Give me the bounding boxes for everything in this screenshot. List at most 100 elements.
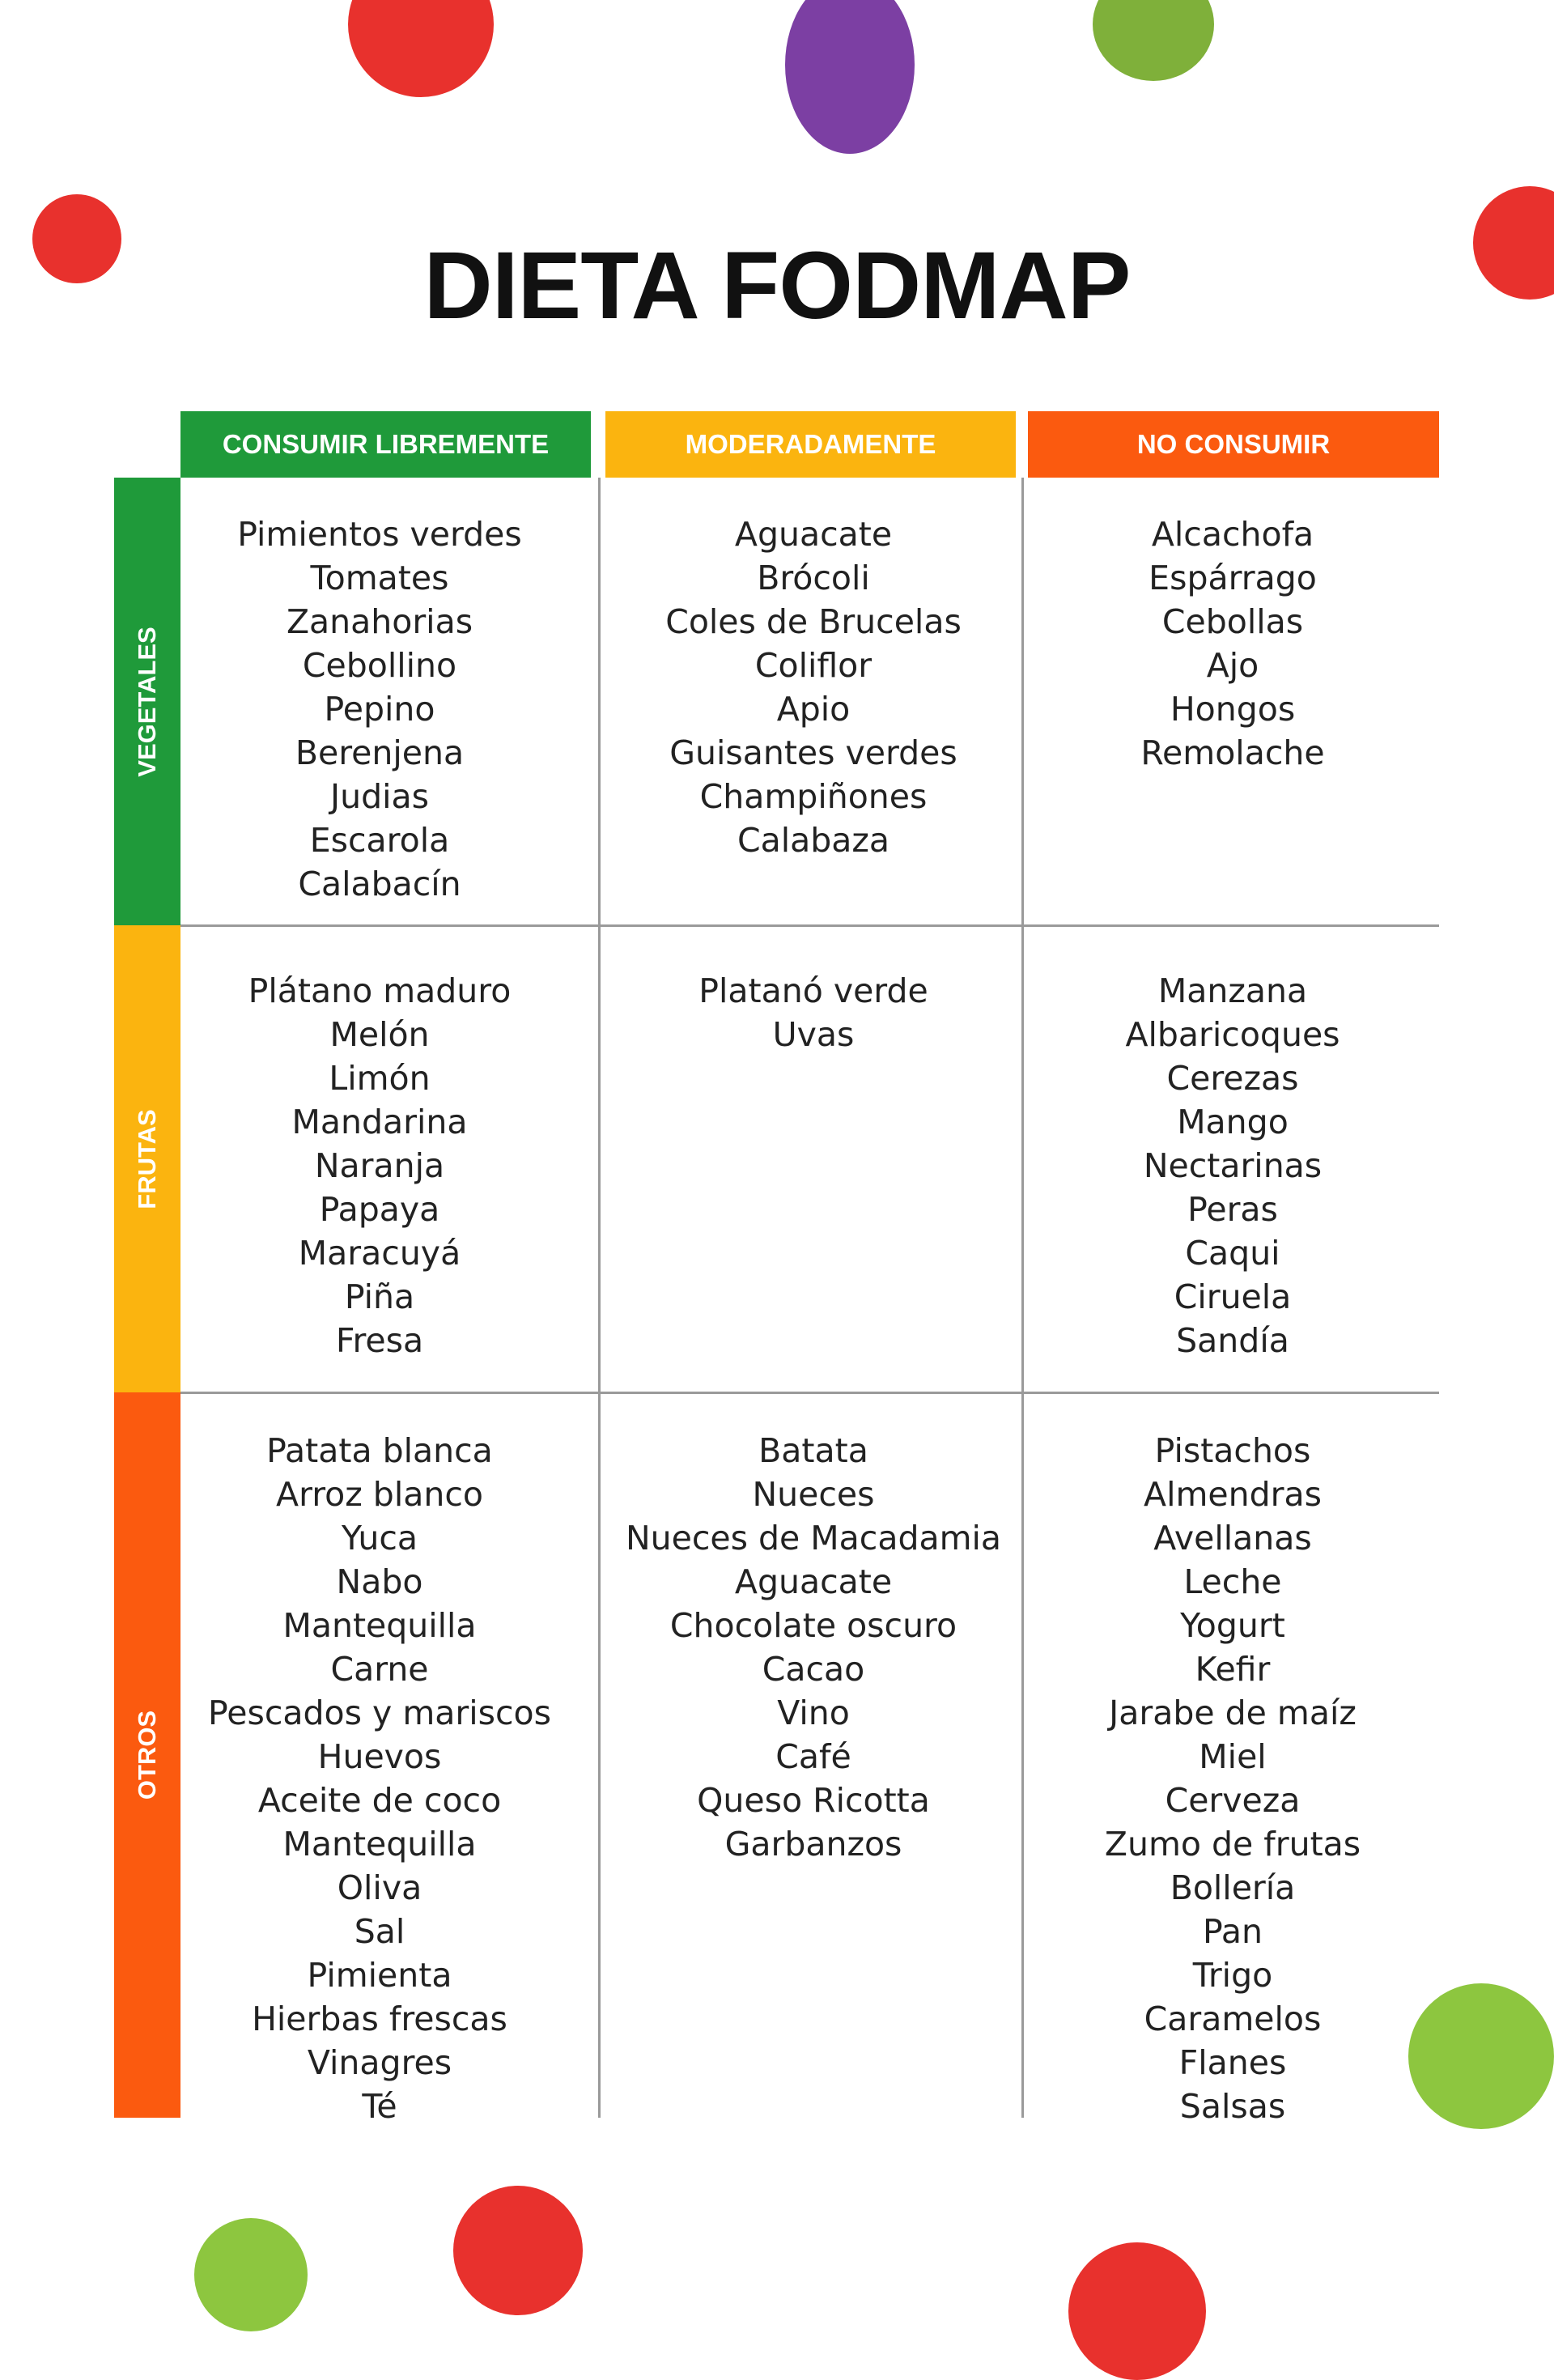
list-item: Ciruela	[1174, 1277, 1292, 1316]
list-item: Yuca	[342, 1519, 418, 1558]
row-label-text: VEGETALES	[133, 626, 161, 777]
decoration	[194, 2218, 308, 2331]
list-item: Peras	[1187, 1190, 1278, 1229]
column-header: CONSUMIR LIBREMENTE	[180, 411, 591, 478]
list-item: Plátano maduro	[248, 971, 512, 1010]
list-item: Pistachos	[1154, 1431, 1311, 1470]
list-item: Aguacate	[734, 515, 893, 554]
list-item: Aguacate	[734, 1562, 893, 1601]
list-item: Zanahorias	[286, 602, 473, 641]
list-item: Brócoli	[757, 559, 870, 597]
list-item: Nueces de Macadamia	[625, 1519, 1002, 1558]
list-item: Nectarinas	[1143, 1146, 1323, 1185]
list-item: Mantequilla	[282, 1825, 477, 1864]
list-item: Albaricoques	[1125, 1015, 1340, 1054]
list-item: Caqui	[1185, 1234, 1280, 1273]
list-item: Papaya	[319, 1190, 440, 1229]
list-item: Bollería	[1170, 1868, 1296, 1907]
list-item: Miel	[1199, 1737, 1267, 1776]
list-item: Carne	[330, 1650, 429, 1689]
list-item: Coliflor	[754, 646, 873, 685]
list-item: Pan	[1203, 1912, 1263, 1951]
divider	[180, 1392, 1439, 1394]
list-item: Vinagres	[307, 2043, 452, 2082]
list-item: Berenjena	[295, 733, 465, 772]
divider	[180, 924, 1439, 927]
cell: Pistachos Almendras Avellanas Leche Yogurt Ke…	[1022, 1429, 1443, 2128]
list-item: Leche	[1183, 1562, 1282, 1601]
list-item: Jarabe de maíz	[1109, 1694, 1357, 1732]
decoration	[1068, 2242, 1206, 2380]
list-item: Cerezas	[1166, 1059, 1299, 1098]
row-label: OTROS	[114, 1392, 180, 2118]
list-item: Ajo	[1206, 646, 1259, 685]
list-item: Oliva	[337, 1868, 422, 1907]
list-item: Batata	[758, 1431, 868, 1470]
list-item: Melón	[329, 1015, 430, 1054]
cell: Pimientos verdes Tomates Zanahorias Cebolli…	[169, 512, 590, 906]
list-item: Apio	[776, 690, 851, 729]
list-item: Alcachofa	[1151, 515, 1314, 554]
divider	[1021, 478, 1024, 2118]
list-item: Trigo	[1192, 1956, 1273, 1995]
list-item: Pescados y mariscos	[208, 1694, 551, 1732]
cell: Manzana Albaricoques Cerezas Mango Nectarina…	[1022, 969, 1443, 1362]
list-item: Mantequilla	[282, 1606, 477, 1645]
list-item: Cebollas	[1161, 602, 1304, 641]
list-item: Sal	[354, 1912, 405, 1951]
list-item: Sandía	[1176, 1321, 1289, 1360]
list-item: Huevos	[317, 1737, 442, 1776]
column-header: MODERADAMENTE	[605, 411, 1016, 478]
title: DIETA FODMAP	[423, 232, 1132, 339]
list-item: Chocolate oscuro	[669, 1606, 957, 1645]
list-item: Garbanzos	[724, 1825, 902, 1864]
list-item: Guisantes verdes	[669, 733, 957, 772]
list-item: Limón	[329, 1059, 431, 1098]
list-item: Nueces	[752, 1475, 875, 1514]
cell: Aguacate Brócoli Coles de Brucelas Coliflor…	[603, 512, 1024, 862]
list-item: Café	[775, 1737, 851, 1776]
list-item: Aceite de coco	[257, 1781, 502, 1820]
cell: Plátano maduro Melón Limón Mandarina Naranja…	[169, 969, 590, 1362]
cell: Platanó verde Uvas	[603, 969, 1024, 1056]
list-item: Hierbas frescas	[252, 2000, 507, 2038]
list-item: Cerveza	[1165, 1781, 1301, 1820]
list-item: Pimientos verdes	[237, 515, 522, 554]
list-item: Naranja	[314, 1146, 445, 1185]
decoration	[453, 2186, 583, 2315]
list-item: Manzana	[1157, 971, 1308, 1010]
list-item: Cacao	[762, 1650, 865, 1689]
list-item: Kefir	[1195, 1650, 1271, 1689]
list-item: Avellanas	[1153, 1519, 1312, 1558]
row-label-text: FRUTAS	[133, 1108, 161, 1209]
column-header: NO CONSUMIR	[1028, 411, 1439, 478]
row-label: FRUTAS	[114, 925, 180, 1392]
list-item: Pepino	[324, 690, 435, 729]
list-item: Maracuyá	[298, 1234, 461, 1273]
divider	[598, 478, 601, 2118]
list-item: Tomates	[310, 559, 449, 597]
cell: Patata blanca Arroz blanco Yuca Nabo Mantequ…	[169, 1429, 590, 2128]
decoration	[32, 194, 121, 283]
list-item: Arroz blanco	[276, 1475, 483, 1514]
list-item: Cebollino	[302, 646, 457, 685]
list-item: Hongos	[1170, 690, 1296, 729]
list-item: Té	[362, 2087, 397, 2126]
list-item: Champiñones	[699, 777, 928, 816]
list-item: Uvas	[772, 1015, 855, 1054]
decoration	[1093, 0, 1214, 81]
list-item: Almendras	[1144, 1475, 1322, 1514]
list-item: Calabacín	[298, 865, 461, 903]
list-item: Fresa	[335, 1321, 424, 1360]
list-item: Escarola	[309, 821, 450, 860]
list-item: Piña	[344, 1277, 415, 1316]
list-item: Mango	[1177, 1103, 1289, 1141]
decoration	[1408, 1983, 1554, 2129]
list-item: Flanes	[1178, 2043, 1287, 2082]
list-item: Calabaza	[737, 821, 890, 860]
decoration	[785, 0, 915, 154]
list-item: Platanó verde	[698, 971, 928, 1010]
row-label: VEGETALES	[114, 478, 180, 925]
list-item: Remolache	[1140, 733, 1325, 772]
cell: Batata Nueces Nueces de Macadamia Aguacate C…	[603, 1429, 1024, 1866]
